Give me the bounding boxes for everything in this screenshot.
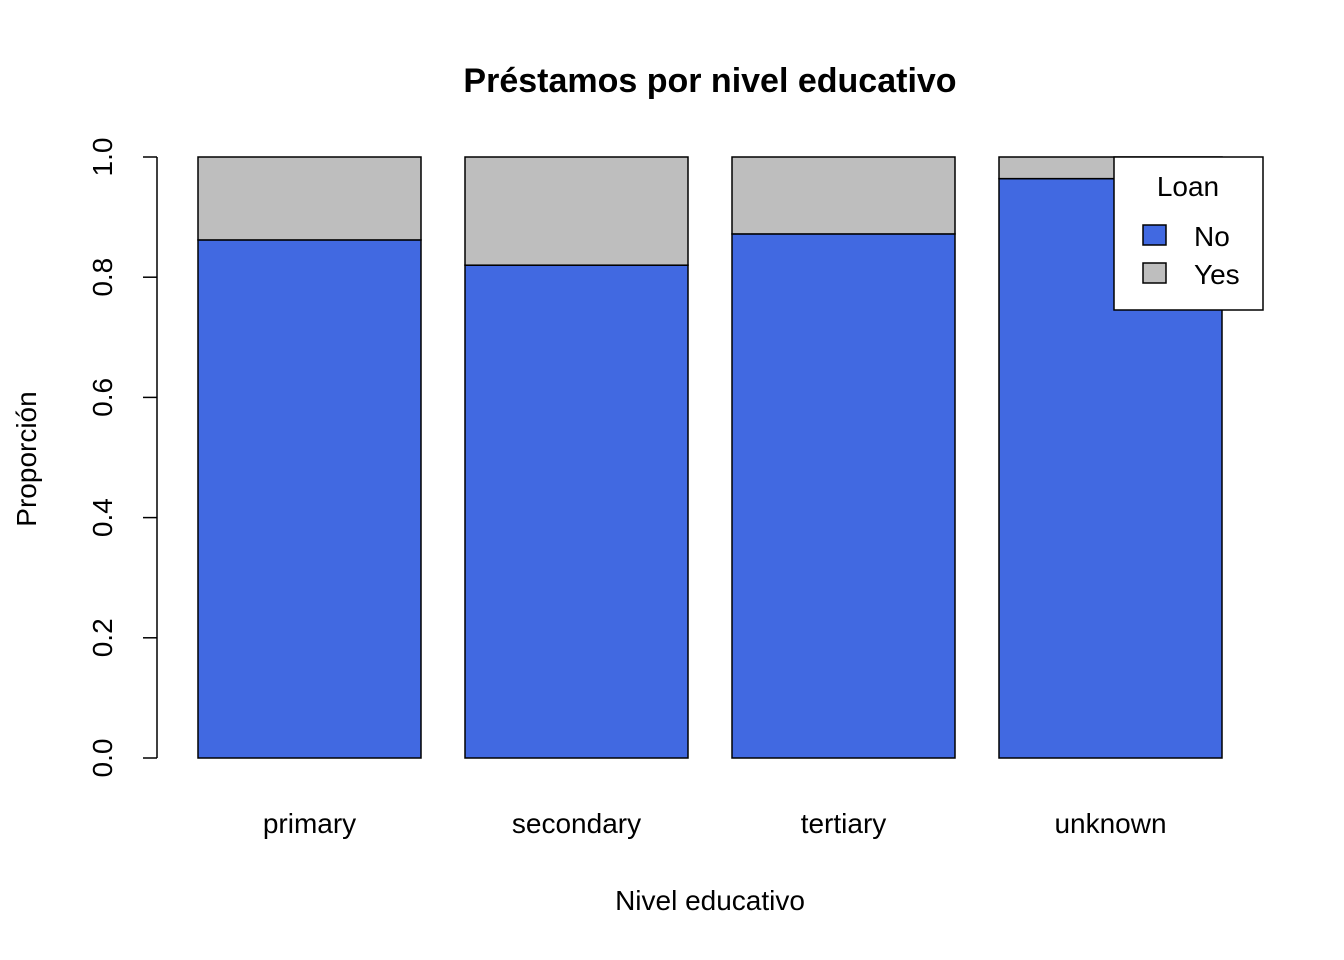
legend-label-yes: Yes bbox=[1194, 259, 1240, 290]
legend: Loan No Yes bbox=[1113, 156, 1264, 311]
x-axis-title: Nivel educativo bbox=[615, 885, 805, 916]
legend-entries: No Yes bbox=[1142, 221, 1240, 290]
y-tick-label: 0.8 bbox=[87, 258, 118, 297]
legend-box bbox=[1113, 156, 1264, 311]
y-tick-label: 0.0 bbox=[87, 739, 118, 778]
bar-secondary-no bbox=[464, 264, 689, 759]
y-axis-title: Proporción bbox=[11, 391, 42, 526]
x-tick-label-secondary: secondary bbox=[512, 808, 641, 839]
y-tick-label: 0.2 bbox=[87, 618, 118, 657]
legend-label-no: No bbox=[1194, 221, 1230, 252]
legend-swatch-no bbox=[1142, 224, 1167, 246]
bar-primary-yes bbox=[197, 156, 422, 241]
bar-primary-no bbox=[197, 239, 422, 759]
legend-swatch-yes bbox=[1142, 262, 1167, 284]
chart-title: Préstamos por nivel educativo bbox=[463, 62, 956, 100]
y-tick-label: 0.4 bbox=[87, 498, 118, 537]
x-tick-label-tertiary: tertiary bbox=[801, 808, 887, 839]
y-axis: 0.0 0.2 0.4 0.6 0.8 1.0 bbox=[87, 138, 158, 778]
bar-tertiary-no bbox=[731, 233, 956, 759]
x-tick-label-unknown: unknown bbox=[1054, 808, 1166, 839]
bar-tertiary-yes bbox=[731, 156, 956, 235]
x-axis-labels: primary secondary tertiary unknown bbox=[263, 808, 1167, 839]
bar-secondary-yes bbox=[464, 156, 689, 266]
x-tick-label-primary: primary bbox=[263, 808, 356, 839]
y-tick-label: 1.0 bbox=[87, 138, 118, 177]
bars-group bbox=[197, 156, 1223, 759]
legend-title: Loan bbox=[1157, 171, 1219, 202]
y-tick-label: 0.6 bbox=[87, 378, 118, 417]
